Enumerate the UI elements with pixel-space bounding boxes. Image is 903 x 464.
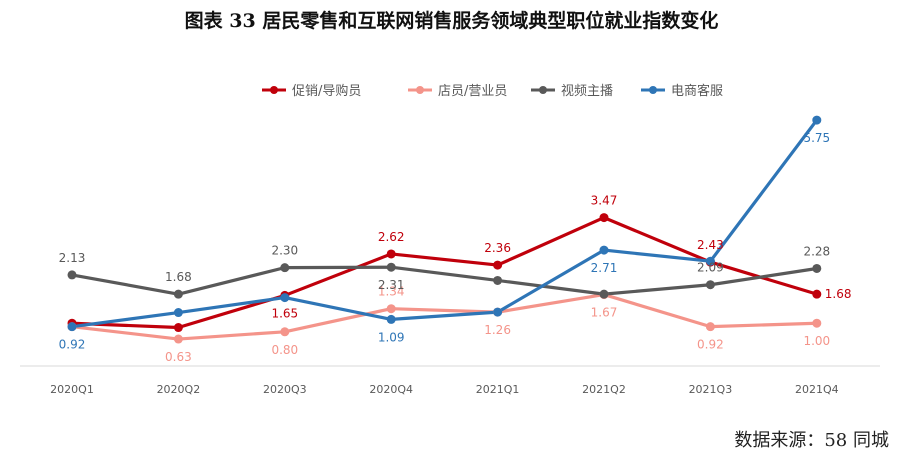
series-line [71, 215, 818, 330]
legend-label: 促销/导购员 [292, 83, 361, 99]
data-point [599, 213, 609, 223]
data-point [67, 322, 77, 332]
data-point [173, 289, 183, 299]
data-point [173, 308, 183, 318]
data-label: 1.26 [484, 323, 511, 337]
x-tick-label: 2021Q1 [476, 383, 520, 396]
data-point [280, 263, 290, 273]
data-label: 2.09 [697, 261, 724, 275]
data-label: 0.63 [165, 350, 192, 364]
x-tick-label: 2021Q4 [795, 383, 839, 396]
data-point [812, 263, 822, 273]
data-point [705, 322, 715, 332]
legend-marker [416, 86, 424, 94]
data-point [812, 289, 822, 299]
chart-title: 图表 33 居民零售和互联网销售服务领域典型职位就业指数变化 [184, 10, 719, 32]
data-label: 2.71 [591, 261, 618, 275]
data-label: 0.92 [697, 338, 724, 352]
data-point [386, 304, 396, 314]
data-point [599, 289, 609, 299]
legend: 促销/导购员 店员/营业员 视频主播 电商客服 [262, 83, 723, 99]
data-label: 0.92 [59, 338, 86, 352]
x-tick-label: 2020Q3 [263, 383, 307, 396]
legend-label: 店员/营业员 [438, 84, 507, 99]
x-tick-label: 2021Q2 [582, 383, 626, 396]
data-point [280, 327, 290, 337]
data-point [386, 314, 396, 324]
data-label: 2.36 [484, 241, 511, 255]
data-label: 0.80 [271, 343, 298, 357]
source-note: 数据来源：58 同城 [734, 430, 889, 451]
data-label: 2.30 [271, 244, 298, 258]
data-label: 2.31 [378, 278, 405, 292]
data-point [173, 323, 183, 333]
series-line [71, 292, 817, 341]
data-point [173, 334, 183, 344]
data-label: 5.75 [803, 131, 830, 145]
data-point [705, 280, 715, 290]
data-point [493, 307, 503, 317]
data-point [599, 245, 609, 255]
data-label: 1.65 [271, 306, 298, 320]
data-label: 3.47 [591, 194, 618, 208]
data-point [705, 256, 715, 266]
data-label: 1.00 [803, 334, 830, 348]
legend-marker [539, 86, 547, 94]
series-lines [71, 119, 819, 341]
x-tick-label: 2021Q3 [689, 383, 733, 396]
data-point [812, 318, 822, 328]
legend-label: 视频主播 [561, 84, 613, 99]
series-line [71, 265, 818, 296]
x-tick-label: 2020Q4 [369, 383, 413, 396]
legend-label: 电商客服 [671, 83, 723, 99]
x-tick-labels: 2020Q1 2020Q2 2020Q3 2020Q4 2021Q1 2021Q2 2021… [50, 383, 838, 396]
data-point [493, 275, 503, 285]
x-tick-label: 2020Q1 [50, 383, 94, 396]
data-label: 2.28 [803, 244, 830, 258]
x-tick-label: 2020Q2 [157, 383, 201, 396]
legend-marker [649, 86, 657, 94]
data-label: 1.68 [165, 270, 192, 284]
data-label: 2.13 [59, 251, 86, 265]
data-label: 1.68 [825, 287, 852, 301]
data-label: 1.67 [591, 306, 618, 320]
data-point [67, 270, 77, 280]
data-point [812, 115, 822, 125]
data-point [493, 260, 503, 270]
data-labels: 1.65 2.62 2.36 3.47 2.43 1.68 0.63 0.80 1.34 1.26… [59, 131, 852, 364]
series-line [71, 119, 819, 329]
data-label: 2.43 [697, 238, 724, 252]
data-label: 1.09 [378, 330, 405, 344]
data-label: 1.34 [378, 285, 405, 299]
data-point [280, 293, 290, 303]
series-points [67, 115, 822, 344]
data-point [386, 262, 396, 272]
data-point [386, 249, 396, 259]
data-label: 2.62 [378, 230, 405, 244]
legend-marker [270, 86, 278, 94]
